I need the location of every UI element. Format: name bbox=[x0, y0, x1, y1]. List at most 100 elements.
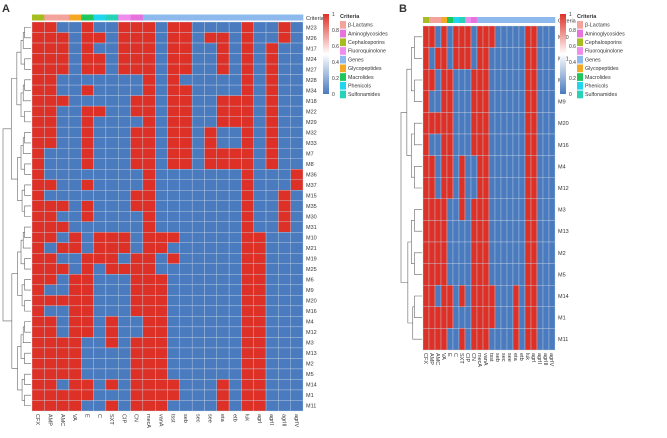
heatmap-cell bbox=[105, 32, 119, 44]
column-label: AMP bbox=[46, 414, 52, 426]
heatmap-cell bbox=[494, 328, 502, 351]
heatmap-cell bbox=[253, 190, 267, 201]
heatmap-cell bbox=[191, 274, 205, 286]
heatmap-cell bbox=[434, 328, 442, 351]
heatmap-cell bbox=[130, 400, 144, 412]
heatmap-cell bbox=[44, 211, 57, 222]
heatmap-cell bbox=[191, 190, 205, 201]
heatmap-cell bbox=[142, 389, 156, 401]
heatmap-cell bbox=[422, 198, 430, 221]
criteria-cell bbox=[192, 14, 205, 21]
heatmap-cell bbox=[494, 155, 502, 178]
heatmap-cell bbox=[494, 112, 502, 135]
heatmap-cell bbox=[167, 42, 180, 54]
heatmap-cell bbox=[130, 305, 144, 317]
heatmap-cell bbox=[290, 169, 304, 180]
heatmap-cell bbox=[434, 241, 442, 264]
heatmap-cell bbox=[241, 84, 254, 96]
heatmap-cell bbox=[167, 74, 180, 86]
dendrogram-branch bbox=[414, 122, 422, 146]
heatmap-cell bbox=[142, 211, 156, 222]
heatmap-cell bbox=[155, 242, 168, 254]
heatmap-cell bbox=[548, 133, 556, 156]
heatmap-cell bbox=[142, 190, 156, 201]
heatmap-cell bbox=[512, 328, 520, 351]
heatmap-cell bbox=[278, 221, 291, 233]
heatmap-cell bbox=[118, 305, 131, 317]
heatmap-cell bbox=[482, 177, 490, 199]
heatmap-cell bbox=[482, 25, 490, 48]
heatmap-cell bbox=[506, 198, 514, 221]
heatmap-cell bbox=[542, 241, 550, 264]
heatmap-cell bbox=[482, 198, 490, 221]
heatmap-cell bbox=[428, 198, 436, 221]
heatmap-cell bbox=[482, 220, 490, 243]
heatmap-cell bbox=[506, 69, 514, 91]
column-label: agrIV bbox=[548, 353, 554, 366]
heatmap-cell bbox=[241, 42, 254, 54]
heatmap-cell bbox=[191, 105, 205, 117]
heatmap-cell bbox=[253, 126, 267, 138]
heatmap-cell bbox=[536, 177, 544, 199]
dendrogram-branch bbox=[24, 279, 31, 291]
heatmap-cell bbox=[142, 316, 156, 328]
heatmap-cell bbox=[179, 221, 193, 233]
heatmap-cell bbox=[118, 253, 131, 264]
heatmap-cell bbox=[191, 147, 205, 159]
dendrogram-branch bbox=[20, 334, 25, 359]
heatmap-cell bbox=[422, 263, 430, 286]
heatmap-cell bbox=[241, 358, 254, 370]
heatmap-cell bbox=[155, 263, 168, 275]
dendrogram-branch bbox=[414, 79, 422, 102]
criteria-cell bbox=[501, 17, 508, 23]
heatmap-cell bbox=[191, 158, 205, 170]
heatmap-cell bbox=[204, 126, 217, 138]
heatmap-cell bbox=[56, 53, 70, 65]
dendrogram-branch bbox=[21, 189, 25, 212]
heatmap-cell bbox=[216, 200, 230, 212]
heatmap-cell bbox=[500, 155, 508, 178]
heatmap-cell bbox=[458, 241, 466, 264]
heatmap-cell bbox=[130, 63, 144, 75]
heatmap-cell bbox=[228, 84, 242, 96]
heatmap-cell bbox=[470, 241, 478, 264]
heatmap-cell bbox=[265, 42, 279, 54]
legend-swatch bbox=[577, 90, 583, 99]
heatmap-cell bbox=[204, 116, 217, 128]
heatmap-cell bbox=[167, 126, 180, 138]
heatmap-cell bbox=[31, 305, 45, 317]
heatmap-cell bbox=[155, 200, 168, 212]
heatmap-cell bbox=[191, 253, 205, 264]
heatmap-cell bbox=[31, 358, 45, 370]
heatmap-cell bbox=[105, 305, 119, 317]
criteria-cell bbox=[489, 17, 496, 23]
heatmap-cell bbox=[204, 295, 217, 307]
dendrogram-branch bbox=[24, 373, 31, 386]
heatmap-cell bbox=[118, 200, 131, 212]
dendrogram-branch bbox=[24, 58, 31, 70]
heatmap-cell bbox=[130, 211, 144, 222]
heatmap-cell bbox=[216, 147, 230, 159]
heatmap-cell bbox=[253, 42, 267, 54]
heatmap-cell bbox=[191, 21, 205, 33]
criteria-cell bbox=[179, 14, 193, 21]
heatmap-cell bbox=[105, 379, 119, 391]
row-label: M18 bbox=[306, 99, 317, 105]
heatmap-cell bbox=[476, 198, 484, 221]
heatmap-cell bbox=[142, 305, 156, 317]
heatmap-cell bbox=[476, 306, 484, 329]
heatmap-cell bbox=[278, 95, 291, 107]
heatmap-cell bbox=[536, 69, 544, 91]
heatmap-cell bbox=[105, 95, 119, 107]
colorbar-tick-label: 0.6 bbox=[332, 44, 339, 50]
heatmap-cell bbox=[265, 116, 279, 128]
row-label: M29 bbox=[306, 120, 317, 126]
heatmap-cell bbox=[93, 232, 107, 243]
panel-label-a: A bbox=[2, 3, 10, 15]
heatmap-cell bbox=[68, 232, 82, 243]
row-label: M5 bbox=[558, 272, 566, 278]
heatmap-cell bbox=[81, 232, 94, 243]
heatmap-cell bbox=[81, 242, 94, 254]
heatmap-cell bbox=[167, 368, 180, 380]
heatmap-cell bbox=[130, 347, 144, 359]
